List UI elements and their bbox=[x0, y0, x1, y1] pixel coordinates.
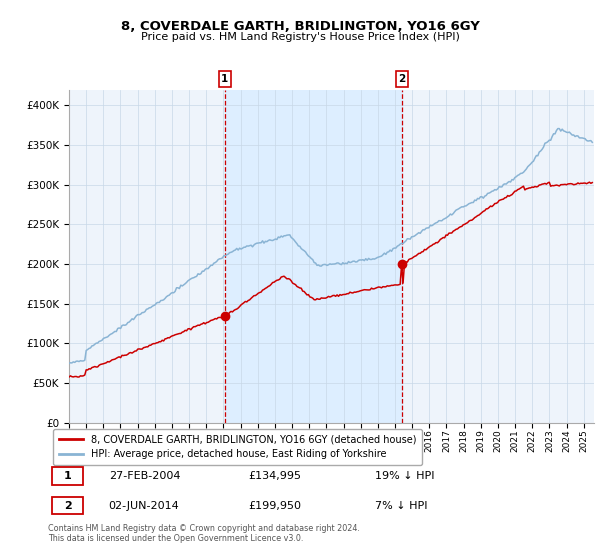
Text: 02-JUN-2014: 02-JUN-2014 bbox=[109, 501, 179, 511]
Text: 19% ↓ HPI: 19% ↓ HPI bbox=[376, 472, 435, 481]
Text: 1: 1 bbox=[221, 74, 229, 84]
Text: Price paid vs. HM Land Registry's House Price Index (HPI): Price paid vs. HM Land Registry's House … bbox=[140, 32, 460, 43]
Text: 1: 1 bbox=[64, 472, 71, 481]
Legend: 8, COVERDALE GARTH, BRIDLINGTON, YO16 6GY (detached house), HPI: Average price, : 8, COVERDALE GARTH, BRIDLINGTON, YO16 6G… bbox=[53, 429, 422, 465]
Text: 8, COVERDALE GARTH, BRIDLINGTON, YO16 6GY: 8, COVERDALE GARTH, BRIDLINGTON, YO16 6G… bbox=[121, 20, 479, 32]
Text: 27-FEB-2004: 27-FEB-2004 bbox=[109, 472, 180, 481]
Text: 2: 2 bbox=[398, 74, 406, 84]
Text: £199,950: £199,950 bbox=[248, 501, 302, 511]
Text: Contains HM Land Registry data © Crown copyright and database right 2024.
This d: Contains HM Land Registry data © Crown c… bbox=[48, 524, 360, 543]
Text: £134,995: £134,995 bbox=[248, 472, 302, 481]
Text: 2: 2 bbox=[64, 501, 71, 511]
FancyBboxPatch shape bbox=[52, 497, 83, 515]
Text: 7% ↓ HPI: 7% ↓ HPI bbox=[376, 501, 428, 511]
Bar bbox=[225, 90, 402, 423]
FancyBboxPatch shape bbox=[52, 468, 83, 485]
